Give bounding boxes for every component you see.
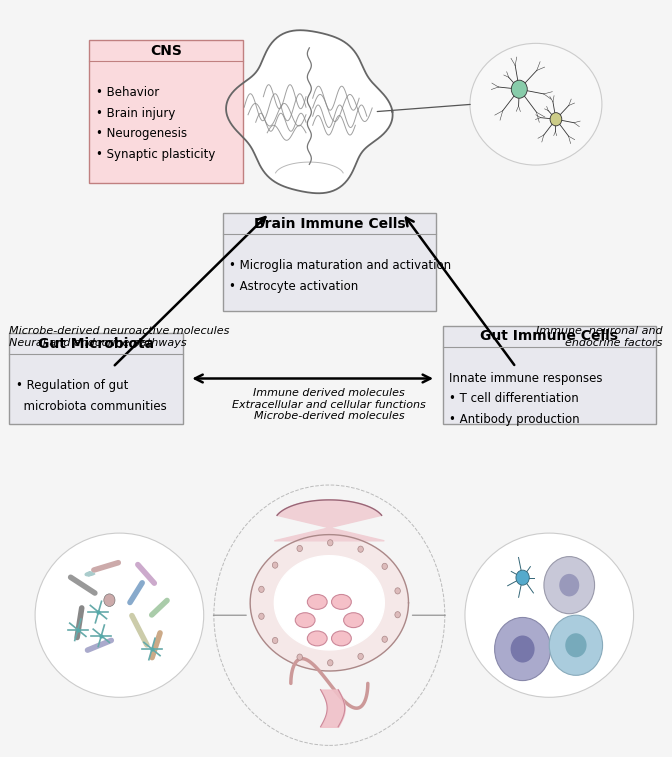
FancyBboxPatch shape <box>443 326 656 424</box>
Text: Immune derived molecules
Extracellular and cellular functions
Microbe-derived mo: Immune derived molecules Extracellular a… <box>233 388 426 422</box>
Polygon shape <box>250 534 409 671</box>
Polygon shape <box>274 500 384 540</box>
Text: • Synaptic plasticity: • Synaptic plasticity <box>96 148 216 161</box>
Circle shape <box>358 546 364 553</box>
Text: • Regulation of gut: • Regulation of gut <box>16 379 128 392</box>
Text: • T cell differentiation: • T cell differentiation <box>450 392 579 406</box>
Circle shape <box>272 637 278 643</box>
Text: Microbe-derived neuroactive molecules
Neural and endocrine pathways: Microbe-derived neuroactive molecules Ne… <box>9 326 230 348</box>
Circle shape <box>511 635 535 662</box>
Text: Gut Immune Cells: Gut Immune Cells <box>480 329 618 344</box>
Circle shape <box>327 659 333 666</box>
Circle shape <box>297 545 302 552</box>
Text: Brain Immune Cells: Brain Immune Cells <box>253 217 405 231</box>
Circle shape <box>395 612 401 618</box>
FancyBboxPatch shape <box>222 213 436 311</box>
Ellipse shape <box>470 43 602 165</box>
Circle shape <box>103 593 115 606</box>
Circle shape <box>495 618 550 681</box>
Ellipse shape <box>331 594 351 609</box>
Ellipse shape <box>35 533 204 697</box>
Circle shape <box>549 615 603 675</box>
Ellipse shape <box>331 631 351 646</box>
Circle shape <box>358 653 364 659</box>
Circle shape <box>516 570 530 585</box>
Text: Innate immune responses: Innate immune responses <box>450 372 603 385</box>
Ellipse shape <box>307 594 327 609</box>
Circle shape <box>259 613 264 619</box>
Polygon shape <box>226 30 392 193</box>
Ellipse shape <box>465 533 634 697</box>
Circle shape <box>395 587 401 594</box>
Text: • Astrocyte activation: • Astrocyte activation <box>229 280 359 293</box>
Circle shape <box>382 563 388 569</box>
Text: • Behavior: • Behavior <box>96 86 159 99</box>
Text: microbiota communities: microbiota communities <box>16 400 167 413</box>
Text: Immune, neuronal and
endocrine factors: Immune, neuronal and endocrine factors <box>536 326 663 348</box>
Circle shape <box>327 540 333 546</box>
Circle shape <box>511 80 528 98</box>
Circle shape <box>272 562 278 569</box>
Ellipse shape <box>343 612 364 628</box>
Polygon shape <box>274 556 384 650</box>
Circle shape <box>544 556 595 614</box>
Circle shape <box>565 634 587 657</box>
Text: • Brain injury: • Brain injury <box>96 107 175 120</box>
FancyBboxPatch shape <box>9 333 183 424</box>
Text: Gut Microbiota: Gut Microbiota <box>38 337 154 351</box>
Circle shape <box>559 574 579 597</box>
Circle shape <box>259 586 264 593</box>
Text: • Antibody production: • Antibody production <box>450 413 580 426</box>
Ellipse shape <box>295 612 315 628</box>
Text: • Microglia maturation and activation: • Microglia maturation and activation <box>229 259 452 273</box>
FancyBboxPatch shape <box>89 40 243 183</box>
Circle shape <box>297 654 302 660</box>
Text: CNS: CNS <box>150 44 182 58</box>
Circle shape <box>382 636 388 643</box>
Text: • Neurogenesis: • Neurogenesis <box>96 127 187 141</box>
Circle shape <box>550 113 562 126</box>
Ellipse shape <box>307 631 327 646</box>
